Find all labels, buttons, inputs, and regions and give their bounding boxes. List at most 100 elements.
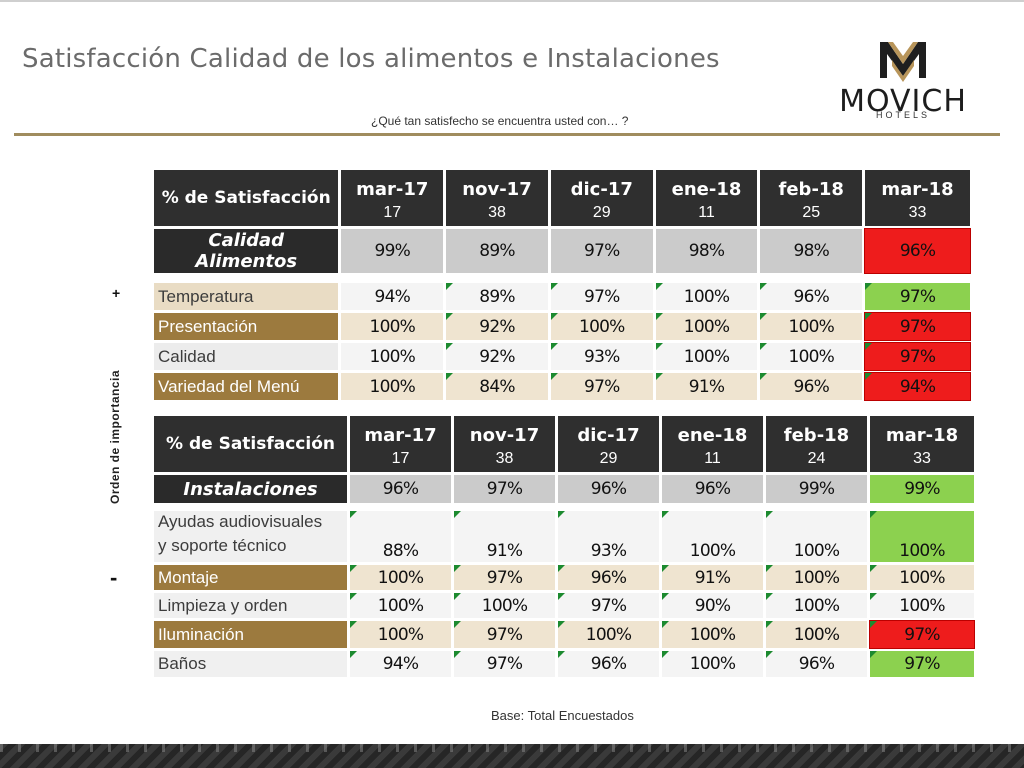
comment-marker-icon — [662, 511, 669, 518]
value-cell: 100% — [760, 313, 863, 340]
value-cell: 88% — [350, 511, 451, 562]
comment-marker-icon — [550, 283, 558, 290]
value-text: 100% — [579, 316, 625, 337]
comment-marker-icon — [454, 621, 461, 628]
value-text: 100% — [899, 567, 945, 588]
comment-marker-icon — [558, 651, 565, 658]
category-value: 96% — [864, 228, 971, 274]
comment-marker-icon — [865, 373, 873, 380]
header-month-0: mar-17 17 — [341, 170, 444, 226]
value-cell: 100% — [760, 343, 863, 370]
value-text: 93% — [590, 541, 627, 561]
value-text: 100% — [377, 595, 424, 616]
comment-marker-icon — [865, 343, 873, 350]
value-text: 97% — [899, 346, 936, 367]
value-cell: 84% — [446, 373, 548, 400]
value-text: 96% — [590, 567, 627, 588]
value-text: 100% — [793, 541, 840, 561]
comment-marker-icon — [766, 651, 773, 658]
value-text: 91% — [688, 376, 725, 397]
value-text: 93% — [584, 346, 620, 367]
value-cell: 97% — [550, 283, 653, 310]
value-cell: 100% — [766, 565, 867, 590]
comment-marker-icon — [454, 593, 461, 600]
value-cell: 97% — [454, 651, 555, 677]
category-value: 99% — [766, 475, 867, 503]
value-text: 100% — [689, 541, 736, 561]
value-cell: 100% — [870, 565, 974, 590]
value-cell: 100% — [655, 343, 758, 370]
sample-size: 33 — [908, 204, 927, 221]
value-cell: 100% — [558, 621, 659, 648]
comment-marker-icon — [870, 565, 877, 572]
logo-subtitle: HOTELS — [875, 110, 930, 120]
value-cell: 91% — [655, 373, 758, 400]
header-title: % de Satisfacción — [154, 416, 347, 472]
value-cell: 93% — [550, 343, 653, 370]
comment-marker-icon — [550, 373, 558, 380]
value-cell: 94% — [864, 372, 971, 401]
comment-marker-icon — [766, 621, 773, 628]
table-row: Variedad del Menú 100% 84% 97% 91% 96% 94% — [154, 372, 971, 401]
value-text: 100% — [683, 316, 730, 337]
sample-size: 29 — [599, 450, 618, 467]
row-label: Variedad del Menú — [154, 373, 339, 400]
value-text: 97% — [584, 286, 620, 307]
value-text: 96% — [793, 376, 830, 397]
comment-marker-icon — [865, 283, 873, 290]
comment-marker-icon — [766, 511, 773, 518]
value-cell: 91% — [454, 511, 555, 562]
comment-marker-icon — [350, 593, 357, 600]
value-text: 89% — [479, 286, 515, 307]
value-cell: 96% — [558, 651, 659, 677]
header-month-1: nov-17 38 — [446, 170, 548, 226]
header-month-2: dic-17 29 — [550, 170, 653, 226]
comment-marker-icon — [446, 283, 454, 290]
value-text: 92% — [479, 316, 515, 337]
value-cell: 100% — [870, 511, 974, 562]
comment-marker-icon — [550, 313, 558, 320]
value-cell: 90% — [662, 593, 763, 618]
row-label: Baños — [154, 651, 347, 677]
value-cell: 100% — [655, 283, 758, 310]
importance-plus: + — [112, 285, 121, 301]
value-text: 97% — [486, 567, 523, 588]
comment-marker-icon — [655, 373, 663, 380]
table-row: Ayudas audiovisuales y soporte técnico 88%… — [154, 511, 974, 562]
comment-marker-icon — [662, 651, 669, 658]
row-label-line: Ayudas audiovisuales — [158, 512, 323, 531]
value-cell: 97% — [550, 373, 653, 400]
category-value: 99% — [341, 229, 444, 273]
comment-marker-icon — [350, 565, 357, 572]
value-text: 84% — [479, 376, 515, 397]
comment-marker-icon — [870, 593, 877, 600]
table-row: Temperatura 94% 89% 97% 100% 96% 97% — [154, 283, 970, 310]
month-label: mar-17 — [356, 179, 429, 200]
comment-marker-icon — [655, 313, 663, 320]
comment-marker-icon — [655, 343, 663, 350]
value-text: 94% — [899, 376, 936, 397]
value-cell: 100% — [454, 593, 555, 618]
value-text: 100% — [369, 346, 416, 367]
comment-marker-icon — [760, 313, 768, 320]
comment-marker-icon — [870, 511, 877, 518]
value-cell: 100% — [766, 593, 867, 618]
value-text: 97% — [486, 624, 523, 645]
comment-marker-icon — [662, 593, 669, 600]
category-value: 97% — [454, 475, 555, 503]
value-cell: 97% — [870, 651, 974, 677]
importance-axis-label: Orden de importancia — [108, 369, 122, 504]
value-cell: 100% — [550, 313, 653, 340]
table-row: Iluminación 100% 97% 100% 100% 100% 97% — [154, 620, 975, 649]
header-month-3: ene-18 11 — [662, 416, 763, 472]
value-text: 100% — [793, 624, 840, 645]
value-text: 88% — [382, 541, 419, 561]
sample-size: 17 — [391, 450, 410, 467]
decorative-bottom-band — [0, 744, 1024, 768]
month-label: mar-17 — [364, 425, 437, 446]
page-title: Satisfacción Calidad de los alimentos e … — [22, 44, 720, 74]
comment-marker-icon — [558, 511, 565, 518]
sample-size: 33 — [913, 450, 931, 467]
header-month-5: mar-18 33 — [865, 170, 970, 226]
sample-size: 38 — [495, 450, 514, 467]
